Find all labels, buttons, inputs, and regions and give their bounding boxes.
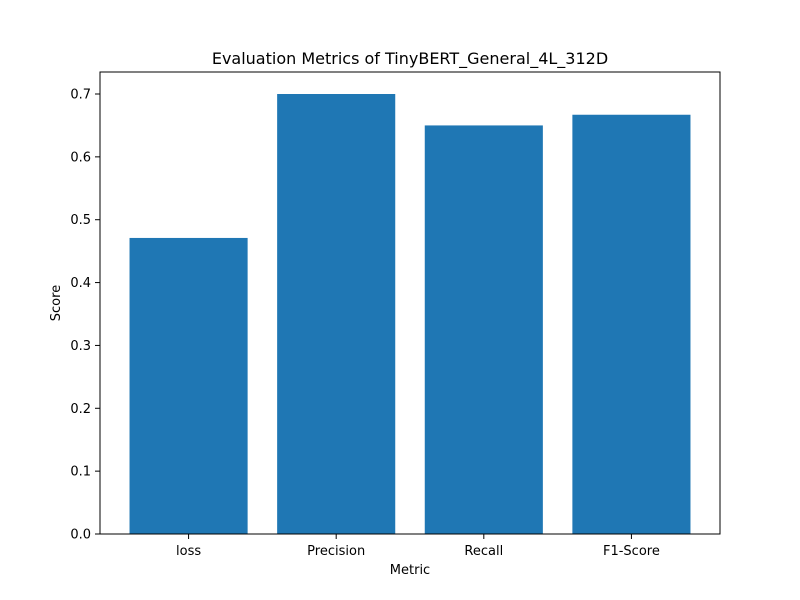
y-tick-label: 0.6 xyxy=(70,150,91,165)
bar-f1-score xyxy=(572,114,691,534)
y-tick-label: 0.3 xyxy=(70,339,91,354)
plot-frame xyxy=(99,71,721,535)
y-tick-label: 0.0 xyxy=(70,528,91,543)
y-tick-label: 0.7 xyxy=(70,88,91,103)
y-axis-label: Score xyxy=(49,285,64,321)
y-tick-label: 0.1 xyxy=(70,465,91,480)
x-tick-label: loss xyxy=(176,544,201,559)
bar-loss xyxy=(129,237,248,534)
plot-area xyxy=(129,94,691,534)
x-tick-label: F1-Score xyxy=(603,544,660,559)
x-tick-label: Precision xyxy=(307,544,365,559)
chart-title: Evaluation Metrics of TinyBERT_General_4… xyxy=(212,49,608,69)
x-axis-label: Metric xyxy=(390,563,430,578)
bar-precision xyxy=(277,94,396,534)
y-tick-label: 0.2 xyxy=(70,402,91,417)
y-tick-label: 0.4 xyxy=(70,276,91,291)
x-axis-ticks: loss Precision Recall F1-Score xyxy=(176,534,660,559)
bar-recall xyxy=(424,125,543,534)
y-tick-label: 0.5 xyxy=(70,213,91,228)
x-tick-label: Recall xyxy=(464,544,503,559)
y-axis-ticks: 0.0 0.1 0.2 0.3 0.4 0.5 0.6 0.7 xyxy=(70,88,100,543)
